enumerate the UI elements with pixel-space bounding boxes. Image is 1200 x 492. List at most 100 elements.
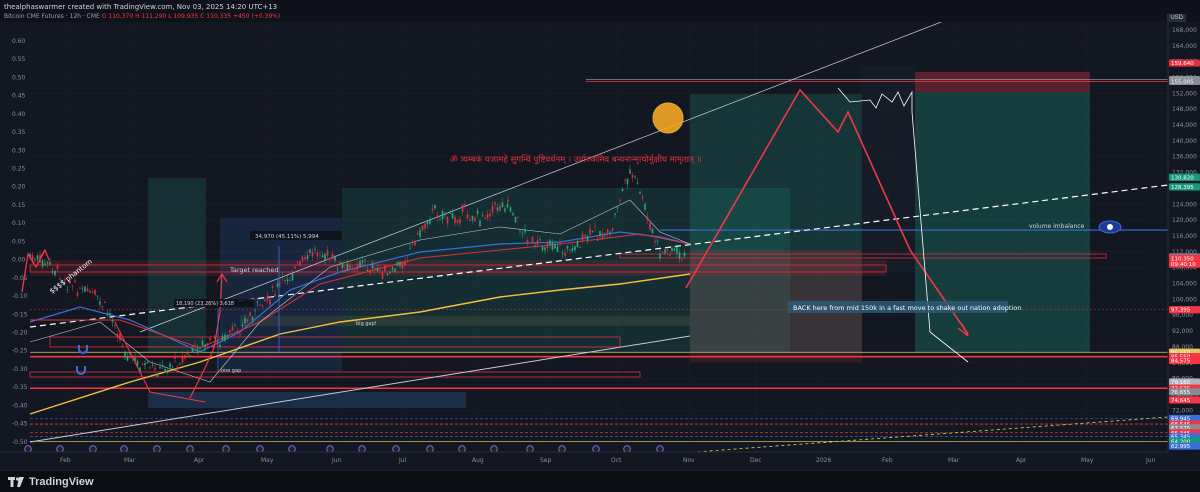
volume-imbalance-label: volume imbalance <box>1029 223 1085 230</box>
price-label: 67,575 <box>1171 426 1191 432</box>
price-tick: 164,000 <box>1172 43 1197 50</box>
back-here-label: BACK here from mid 150k in a fast move t… <box>793 304 1021 312</box>
time-tick: Dec <box>750 457 762 464</box>
time-tick: Feb <box>60 457 71 464</box>
left-tick: -0.40 <box>12 402 28 409</box>
left-tick: -0.15 <box>12 311 28 318</box>
left-tick: 0.25 <box>12 166 26 173</box>
price-tick: 168,000 <box>1172 27 1197 34</box>
eye-icon[interactable] <box>1098 220 1122 234</box>
price-tick: 144,000 <box>1172 122 1197 129</box>
price-label: 159,640 <box>1171 61 1194 67</box>
time-tick: Apr <box>194 457 205 464</box>
price-label: 09:40:10 <box>1171 262 1196 268</box>
left-tick: -0.45 <box>12 421 28 428</box>
price-tick: 96,000 <box>1172 312 1193 319</box>
price-label: 97,395 <box>1171 308 1191 314</box>
left-tick: -0.10 <box>12 293 28 300</box>
time-tick: Jun <box>331 457 342 464</box>
event-marker[interactable] <box>153 445 161 453</box>
drawings <box>21 87 1122 453</box>
price-tick: 108,000 <box>1172 265 1197 272</box>
left-tick: -0.30 <box>12 366 28 373</box>
left-tick: 0.00 <box>12 257 26 264</box>
price-tick: 100,000 <box>1172 296 1197 303</box>
price-labels: 159,640155,460155,005130,820128,395110,7… <box>1169 59 1200 450</box>
event-marker[interactable] <box>592 445 600 453</box>
price-label: 84,575 <box>1171 359 1191 365</box>
ohlc-values: O 110,370 H 111,290 L 109,935 C 110,335 … <box>101 13 281 20</box>
event-marker[interactable] <box>656 445 664 453</box>
price-tick: 132,000 <box>1172 170 1197 177</box>
event-marker[interactable] <box>56 445 64 453</box>
event-marker[interactable] <box>623 445 631 453</box>
price-label: 128,395 <box>1171 185 1194 191</box>
event-marker[interactable] <box>288 445 296 453</box>
left-tick: 0.40 <box>12 111 26 118</box>
symbol-name: Bitcoin CME Futures · 12h · CME <box>4 13 100 20</box>
candles <box>29 164 686 378</box>
event-marker[interactable] <box>490 445 498 453</box>
price-chart[interactable]: 0.60 0.55 0.50 0.45 0.40 0.35 0.30 0.25 0.20 0.15… <box>0 22 1200 470</box>
event-marker[interactable] <box>24 445 32 453</box>
left-tick: -0.35 <box>12 384 28 391</box>
price-label: 74,645 <box>1171 398 1191 404</box>
event-marker[interactable] <box>89 445 97 453</box>
price-tick: 120,000 <box>1172 217 1197 224</box>
left-tick: -0.25 <box>12 348 28 355</box>
currency-badge[interactable]: USD <box>1167 14 1186 22</box>
price-tick: 116,000 <box>1172 233 1197 240</box>
time-tick: 2026 <box>816 457 831 464</box>
price-label: 62,995 <box>1171 444 1191 450</box>
event-marker[interactable] <box>458 445 466 453</box>
price-label: 130,820 <box>1171 175 1194 181</box>
time-tick: Apr <box>1016 457 1027 464</box>
price-label: 110,350 <box>1171 256 1194 262</box>
price-label: 155,005 <box>1171 79 1194 85</box>
event-marker[interactable] <box>326 445 334 453</box>
price-tick: 112,000 <box>1172 249 1197 256</box>
left-tick: -0.20 <box>12 329 28 336</box>
tradingview-logo[interactable]: TradingView <box>8 476 94 488</box>
symbol-legend[interactable]: Bitcoin CME Futures · 12h · CME O 110,37… <box>4 13 280 20</box>
left-tick: 0.15 <box>12 202 26 209</box>
time-tick: Feb <box>882 457 893 464</box>
measure-label-1: 34,970 (45.11%) 5,994 <box>255 234 319 240</box>
chart-header: thealphaswarmer created with TradingView… <box>0 0 1200 22</box>
measure-label-2: 18,190 (23.26%) 3,618 <box>176 301 234 307</box>
time-tick: Mar <box>124 457 136 464</box>
price-tick: 124,000 <box>1172 201 1197 208</box>
left-tick: 0.10 <box>12 220 26 227</box>
price-tick: 104,000 <box>1172 281 1197 288</box>
price-label: 79,160 <box>1171 380 1191 386</box>
price-tick: 140,000 <box>1172 138 1197 145</box>
mantra-text: ॐ त्र्यम्बकं यजामहे सुगन्धिं पुष्टिवर्धन… <box>450 154 702 165</box>
event-marker[interactable] <box>358 445 366 453</box>
left-tick: -0.50 <box>12 439 28 446</box>
footer-bar: TradingView <box>0 470 1200 492</box>
price-tick: 152,000 <box>1172 90 1197 97</box>
time-tick: Sep <box>540 457 552 464</box>
zones <box>29 66 1107 408</box>
price-label: 64,200 <box>1171 439 1191 445</box>
event-marker[interactable] <box>526 445 534 453</box>
left-tick: 0.05 <box>12 238 26 245</box>
price-tick: 72,000 <box>1172 407 1193 414</box>
price-label: 69,945 <box>1171 416 1191 422</box>
event-marker[interactable] <box>256 445 264 453</box>
left-tick: 0.20 <box>12 184 26 191</box>
event-marker[interactable] <box>186 445 194 453</box>
event-marker[interactable] <box>222 445 230 453</box>
price-label: 76,655 <box>1171 390 1191 396</box>
time-axis[interactable]: Feb Mar Apr May Jun Jul Aug Sep Oct Nov Dec 2026 Feb… <box>0 451 1200 470</box>
event-marker[interactable] <box>426 445 434 453</box>
left-tick: 0.35 <box>12 129 26 136</box>
event-marker[interactable] <box>392 445 400 453</box>
left-tick: 0.30 <box>12 147 26 154</box>
time-tick: Nov <box>683 457 695 464</box>
event-marker[interactable] <box>120 445 128 453</box>
time-tick: Jun <box>1145 457 1156 464</box>
time-tick: Oct <box>611 457 622 464</box>
event-marker[interactable] <box>558 445 566 453</box>
